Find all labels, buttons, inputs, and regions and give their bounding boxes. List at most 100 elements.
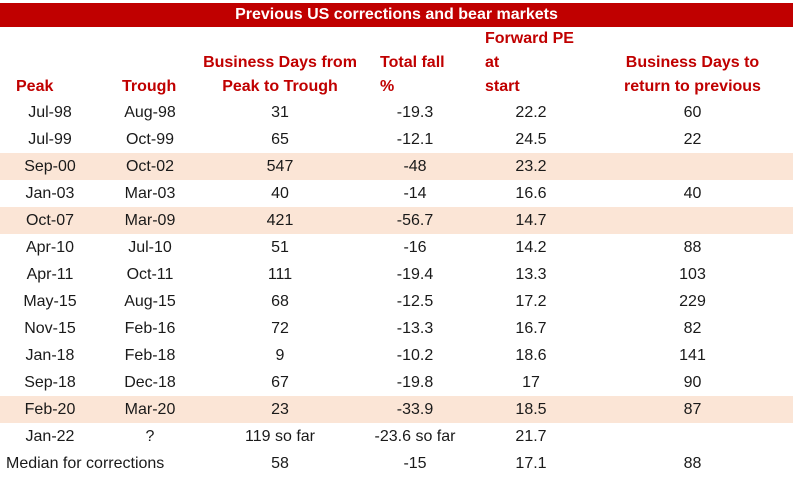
- cell-trough: ?: [145, 427, 155, 445]
- cell-days-to-return: 22: [683, 130, 702, 148]
- cell-trough: Aug-98: [124, 103, 176, 121]
- cell-forward-pe: 22.2: [515, 103, 547, 121]
- median-return: 88: [683, 454, 702, 472]
- cell-total-fall: -10.2: [396, 346, 434, 364]
- header-total-fall: Total fall%: [380, 54, 445, 95]
- table-row: Jan-18 Feb-18 9 -10.2 18.6 141: [0, 342, 793, 369]
- table-row: May-15 Aug-15 68 -12.5 17.2 229: [0, 288, 793, 315]
- cell-total-fall: -12.1: [396, 130, 434, 148]
- cell-days-to-trough: 72: [271, 319, 289, 337]
- cell-peak: Jul-99: [28, 130, 72, 148]
- table-row: Jan-22? 119 so far -23.6 so far 21.7: [0, 423, 793, 450]
- cell-forward-pe: 17: [522, 373, 540, 391]
- cell-forward-pe: 14.2: [515, 238, 547, 256]
- cell-total-fall: -19.4: [396, 265, 434, 283]
- median-pe: 17.1: [515, 454, 547, 472]
- cell-forward-pe: 18.6: [515, 346, 547, 364]
- cell-trough: Oct-11: [126, 265, 174, 283]
- cell-trough: Oct-99: [125, 130, 174, 148]
- cell-trough: Feb-16: [124, 319, 176, 337]
- cell-days-to-trough: 9: [275, 346, 285, 364]
- cell-peak: Sep-00: [0, 153, 100, 180]
- cell-days-to-return: [592, 153, 793, 180]
- cell-days-to-trough: 31: [271, 103, 289, 121]
- cell-forward-pe: 24.5: [515, 130, 547, 148]
- cell-days-to-return: 229: [679, 292, 706, 310]
- cell-peak: Feb-20: [0, 396, 100, 423]
- table-body: Jul-98 Aug-98 31 -19.3 22.2 60 Jul-99 Oct-99 65 -…: [0, 99, 793, 450]
- cell-trough: Aug-15: [124, 292, 176, 310]
- cell-total-fall: -33.9: [360, 396, 470, 423]
- cell-total-fall: -16: [403, 238, 427, 256]
- cell-forward-pe: 23.2: [470, 153, 592, 180]
- cell-peak: Jan-03: [25, 184, 75, 202]
- table-row: Sep-00 Oct-02 547 -48 23.2: [0, 153, 793, 180]
- cell-forward-pe: 18.5: [470, 396, 592, 423]
- cell-forward-pe: 16.7: [515, 319, 547, 337]
- median-days: 58: [271, 454, 289, 472]
- cell-trough: Mar-20: [100, 396, 200, 423]
- cell-forward-pe: 16.6: [515, 184, 547, 202]
- header-trough: Trough: [122, 78, 177, 95]
- cell-trough: Oct-02: [100, 153, 200, 180]
- table-row: Oct-07 Mar-09 421 -56.7 14.7: [0, 207, 793, 234]
- cell-peak: Nov-15: [24, 319, 76, 337]
- cell-days-to-trough: 547: [200, 153, 360, 180]
- cell-days-to-return: [592, 423, 793, 450]
- table-row: Feb-20 Mar-20 23 -33.9 18.5 87: [0, 396, 793, 423]
- table-row: Sep-18 Dec-18 67 -19.8 17 90: [0, 369, 793, 396]
- header-days-to-trough: Business Days from Peak to Trough: [203, 54, 357, 95]
- cell-total-fall: -19.8: [396, 373, 434, 391]
- cell-peak: May-15: [23, 292, 77, 310]
- cell-days-to-trough: 68: [271, 292, 289, 310]
- cell-days-to-trough: 65: [271, 130, 289, 148]
- table-row: Apr-10 Jul-10 51 -16 14.2 88: [0, 234, 793, 261]
- cell-peak: Apr-11: [26, 265, 74, 283]
- cell-forward-pe: 17.2: [515, 292, 547, 310]
- table-row: Jan-03 Mar-03 40 -14 16.6 40: [0, 180, 793, 207]
- cell-days-to-trough: 23: [200, 396, 360, 423]
- median-row: Median for corrections 58 -15 17.1 88: [0, 450, 793, 477]
- header-peak: Peak: [16, 78, 54, 95]
- cell-total-fall: -14: [403, 184, 427, 202]
- cell-peak: Oct-07: [0, 207, 100, 234]
- cell-days-to-trough: 111: [267, 265, 293, 283]
- cell-peak: Jul-98: [28, 103, 72, 121]
- cell-days-to-return: 60: [683, 103, 702, 121]
- table-row: Jul-98 Aug-98 31 -19.3 22.2 60: [0, 99, 793, 126]
- cell-days-to-return: 40: [683, 184, 702, 202]
- cell-days-to-return: 141: [679, 346, 706, 364]
- cell-total-fall: -13.3: [396, 319, 434, 337]
- cell-peak: Apr-10: [25, 238, 75, 256]
- cell-days-to-trough: 421: [200, 207, 360, 234]
- cell-trough: Mar-03: [124, 184, 176, 202]
- corrections-table: Peak Trough Business Days from Peak to Tr…: [0, 27, 793, 477]
- corrections-table-sheet: Previous US corrections and bear markets…: [0, 3, 793, 472]
- table-row: Jul-99 Oct-99 65 -12.1 24.5 22: [0, 126, 793, 153]
- cell-total-fall: -23.6 so far: [374, 427, 456, 445]
- cell-total-fall: -19.3: [396, 103, 434, 121]
- cell-trough: Mar-09: [100, 207, 200, 234]
- cell-days-to-return: 90: [683, 373, 702, 391]
- cell-trough: Dec-18: [124, 373, 176, 391]
- cell-days-to-return: 103: [679, 265, 706, 283]
- cell-days-to-return: 82: [683, 319, 702, 337]
- cell-forward-pe: 13.3: [515, 265, 547, 283]
- cell-peak: Sep-18: [24, 373, 76, 391]
- median-label: Median for corrections: [6, 454, 165, 472]
- table-row: Apr-11 Oct-11 111 -19.4 13.3 103: [0, 261, 793, 288]
- cell-days-to-trough: 67: [271, 373, 289, 391]
- cell-days-to-return: [592, 207, 793, 234]
- cell-total-fall: -48: [360, 153, 470, 180]
- cell-total-fall: -12.5: [396, 292, 434, 310]
- cell-trough: Jul-10: [128, 238, 172, 256]
- table-row: Nov-15 Feb-16 72 -13.3 16.7 82: [0, 315, 793, 342]
- table-title: Previous US corrections and bear markets: [0, 3, 793, 27]
- cell-forward-pe: 21.7: [515, 427, 547, 445]
- header-forward-pe: Forward PE at start: [485, 30, 574, 95]
- header-row: Peak Trough Business Days from Peak to Tr…: [0, 27, 793, 99]
- cell-days-to-trough: 40: [271, 184, 289, 202]
- cell-forward-pe: 14.7: [470, 207, 592, 234]
- cell-days-to-trough: 119 so far: [245, 427, 315, 445]
- cell-days-to-return: 87: [592, 396, 793, 423]
